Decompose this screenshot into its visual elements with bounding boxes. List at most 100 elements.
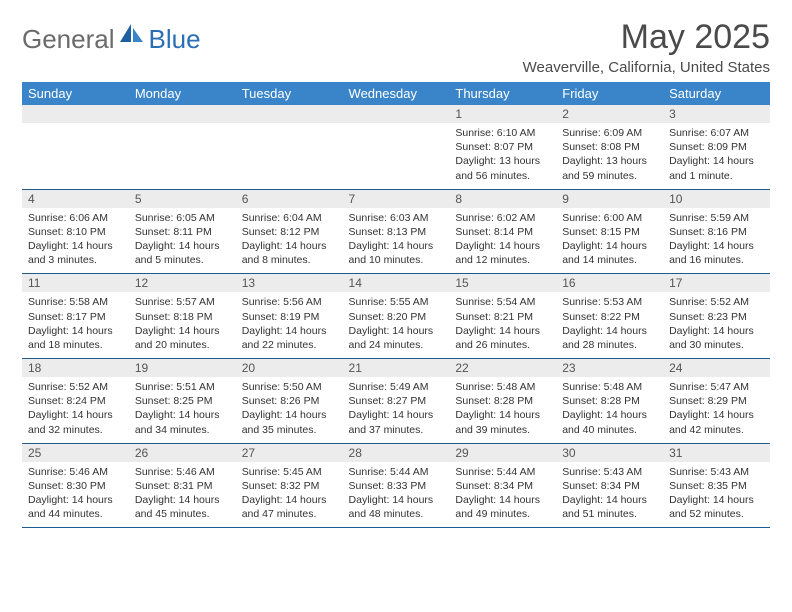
day-details: Sunrise: 5:47 AMSunset: 8:29 PMDaylight:… bbox=[663, 377, 770, 443]
daylight-text: Daylight: 14 hours and 49 minutes. bbox=[455, 493, 550, 521]
daylight-text: Daylight: 14 hours and 42 minutes. bbox=[669, 408, 764, 436]
sunset-text: Sunset: 8:31 PM bbox=[135, 479, 230, 493]
weekday-header: Thursday bbox=[449, 82, 556, 105]
daylight-text: Daylight: 14 hours and 10 minutes. bbox=[349, 239, 444, 267]
day-number bbox=[343, 105, 450, 123]
day-details bbox=[129, 123, 236, 181]
sunrise-text: Sunrise: 5:48 AM bbox=[455, 380, 550, 394]
day-details: Sunrise: 5:45 AMSunset: 8:32 PMDaylight:… bbox=[236, 462, 343, 528]
day-number: 1 bbox=[449, 105, 556, 123]
day-number: 9 bbox=[556, 190, 663, 208]
day-number: 21 bbox=[343, 359, 450, 377]
sunrise-text: Sunrise: 5:56 AM bbox=[242, 295, 337, 309]
daylight-text: Daylight: 14 hours and 52 minutes. bbox=[669, 493, 764, 521]
sunrise-text: Sunrise: 5:48 AM bbox=[562, 380, 657, 394]
sunrise-text: Sunrise: 5:44 AM bbox=[349, 465, 444, 479]
sunset-text: Sunset: 8:15 PM bbox=[562, 225, 657, 239]
sunset-text: Sunset: 8:34 PM bbox=[562, 479, 657, 493]
daylight-text: Daylight: 14 hours and 34 minutes. bbox=[135, 408, 230, 436]
day-number: 2 bbox=[556, 105, 663, 123]
sunrise-text: Sunrise: 6:00 AM bbox=[562, 211, 657, 225]
calendar-body: 1Sunrise: 6:10 AMSunset: 8:07 PMDaylight… bbox=[22, 105, 770, 528]
day-number: 13 bbox=[236, 274, 343, 292]
sunrise-text: Sunrise: 5:44 AM bbox=[455, 465, 550, 479]
daylight-text: Daylight: 14 hours and 28 minutes. bbox=[562, 324, 657, 352]
weekday-header: Monday bbox=[129, 82, 236, 105]
calendar-day-cell bbox=[236, 105, 343, 189]
weekday-header-row: Sunday Monday Tuesday Wednesday Thursday… bbox=[22, 82, 770, 105]
day-number: 17 bbox=[663, 274, 770, 292]
sunrise-text: Sunrise: 5:55 AM bbox=[349, 295, 444, 309]
day-number: 8 bbox=[449, 190, 556, 208]
calendar-day-cell: 15Sunrise: 5:54 AMSunset: 8:21 PMDayligh… bbox=[449, 274, 556, 359]
sunset-text: Sunset: 8:14 PM bbox=[455, 225, 550, 239]
day-details: Sunrise: 6:09 AMSunset: 8:08 PMDaylight:… bbox=[556, 123, 663, 189]
calendar-day-cell: 31Sunrise: 5:43 AMSunset: 8:35 PMDayligh… bbox=[663, 443, 770, 528]
calendar-day-cell: 9Sunrise: 6:00 AMSunset: 8:15 PMDaylight… bbox=[556, 189, 663, 274]
daylight-text: Daylight: 14 hours and 48 minutes. bbox=[349, 493, 444, 521]
sunset-text: Sunset: 8:27 PM bbox=[349, 394, 444, 408]
sunrise-text: Sunrise: 5:57 AM bbox=[135, 295, 230, 309]
calendar-day-cell: 20Sunrise: 5:50 AMSunset: 8:26 PMDayligh… bbox=[236, 359, 343, 444]
daylight-text: Daylight: 14 hours and 5 minutes. bbox=[135, 239, 230, 267]
calendar-day-cell: 17Sunrise: 5:52 AMSunset: 8:23 PMDayligh… bbox=[663, 274, 770, 359]
calendar-table: Sunday Monday Tuesday Wednesday Thursday… bbox=[22, 82, 770, 528]
day-number: 14 bbox=[343, 274, 450, 292]
day-number: 10 bbox=[663, 190, 770, 208]
day-details: Sunrise: 6:05 AMSunset: 8:11 PMDaylight:… bbox=[129, 208, 236, 274]
calendar-day-cell: 13Sunrise: 5:56 AMSunset: 8:19 PMDayligh… bbox=[236, 274, 343, 359]
daylight-text: Daylight: 14 hours and 47 minutes. bbox=[242, 493, 337, 521]
day-details: Sunrise: 5:55 AMSunset: 8:20 PMDaylight:… bbox=[343, 292, 450, 358]
daylight-text: Daylight: 14 hours and 32 minutes. bbox=[28, 408, 123, 436]
calendar-week-row: 18Sunrise: 5:52 AMSunset: 8:24 PMDayligh… bbox=[22, 359, 770, 444]
calendar-day-cell: 16Sunrise: 5:53 AMSunset: 8:22 PMDayligh… bbox=[556, 274, 663, 359]
day-details: Sunrise: 6:07 AMSunset: 8:09 PMDaylight:… bbox=[663, 123, 770, 189]
sunrise-text: Sunrise: 6:05 AM bbox=[135, 211, 230, 225]
day-details: Sunrise: 6:06 AMSunset: 8:10 PMDaylight:… bbox=[22, 208, 129, 274]
day-details: Sunrise: 5:43 AMSunset: 8:35 PMDaylight:… bbox=[663, 462, 770, 528]
calendar-day-cell: 6Sunrise: 6:04 AMSunset: 8:12 PMDaylight… bbox=[236, 189, 343, 274]
calendar-day-cell: 25Sunrise: 5:46 AMSunset: 8:30 PMDayligh… bbox=[22, 443, 129, 528]
day-details: Sunrise: 5:46 AMSunset: 8:30 PMDaylight:… bbox=[22, 462, 129, 528]
day-number: 4 bbox=[22, 190, 129, 208]
day-details: Sunrise: 5:54 AMSunset: 8:21 PMDaylight:… bbox=[449, 292, 556, 358]
day-number: 23 bbox=[556, 359, 663, 377]
sunrise-text: Sunrise: 5:50 AM bbox=[242, 380, 337, 394]
day-number: 12 bbox=[129, 274, 236, 292]
calendar-week-row: 1Sunrise: 6:10 AMSunset: 8:07 PMDaylight… bbox=[22, 105, 770, 189]
sunrise-text: Sunrise: 6:04 AM bbox=[242, 211, 337, 225]
brand-logo: General Blue bbox=[22, 18, 201, 55]
sunset-text: Sunset: 8:20 PM bbox=[349, 310, 444, 324]
logo-text-blue: Blue bbox=[149, 24, 201, 55]
day-details: Sunrise: 5:52 AMSunset: 8:23 PMDaylight:… bbox=[663, 292, 770, 358]
day-details: Sunrise: 6:04 AMSunset: 8:12 PMDaylight:… bbox=[236, 208, 343, 274]
weekday-header: Tuesday bbox=[236, 82, 343, 105]
day-number: 11 bbox=[22, 274, 129, 292]
sunrise-text: Sunrise: 6:06 AM bbox=[28, 211, 123, 225]
daylight-text: Daylight: 14 hours and 20 minutes. bbox=[135, 324, 230, 352]
header-bar: General Blue May 2025 Weaverville, Calif… bbox=[22, 18, 770, 76]
day-details: Sunrise: 5:44 AMSunset: 8:34 PMDaylight:… bbox=[449, 462, 556, 528]
day-number: 28 bbox=[343, 444, 450, 462]
day-details: Sunrise: 5:59 AMSunset: 8:16 PMDaylight:… bbox=[663, 208, 770, 274]
sunrise-text: Sunrise: 5:51 AM bbox=[135, 380, 230, 394]
sunset-text: Sunset: 8:17 PM bbox=[28, 310, 123, 324]
day-number: 24 bbox=[663, 359, 770, 377]
daylight-text: Daylight: 14 hours and 12 minutes. bbox=[455, 239, 550, 267]
day-number: 25 bbox=[22, 444, 129, 462]
calendar-day-cell: 4Sunrise: 6:06 AMSunset: 8:10 PMDaylight… bbox=[22, 189, 129, 274]
day-details: Sunrise: 5:50 AMSunset: 8:26 PMDaylight:… bbox=[236, 377, 343, 443]
sunrise-text: Sunrise: 5:53 AM bbox=[562, 295, 657, 309]
calendar-day-cell: 23Sunrise: 5:48 AMSunset: 8:28 PMDayligh… bbox=[556, 359, 663, 444]
sunrise-text: Sunrise: 5:43 AM bbox=[562, 465, 657, 479]
sunset-text: Sunset: 8:33 PM bbox=[349, 479, 444, 493]
calendar-day-cell: 22Sunrise: 5:48 AMSunset: 8:28 PMDayligh… bbox=[449, 359, 556, 444]
sunrise-text: Sunrise: 5:59 AM bbox=[669, 211, 764, 225]
daylight-text: Daylight: 14 hours and 35 minutes. bbox=[242, 408, 337, 436]
sunset-text: Sunset: 8:23 PM bbox=[669, 310, 764, 324]
day-number: 15 bbox=[449, 274, 556, 292]
day-details: Sunrise: 6:10 AMSunset: 8:07 PMDaylight:… bbox=[449, 123, 556, 189]
sunrise-text: Sunrise: 6:10 AM bbox=[455, 126, 550, 140]
day-number: 6 bbox=[236, 190, 343, 208]
sunset-text: Sunset: 8:19 PM bbox=[242, 310, 337, 324]
